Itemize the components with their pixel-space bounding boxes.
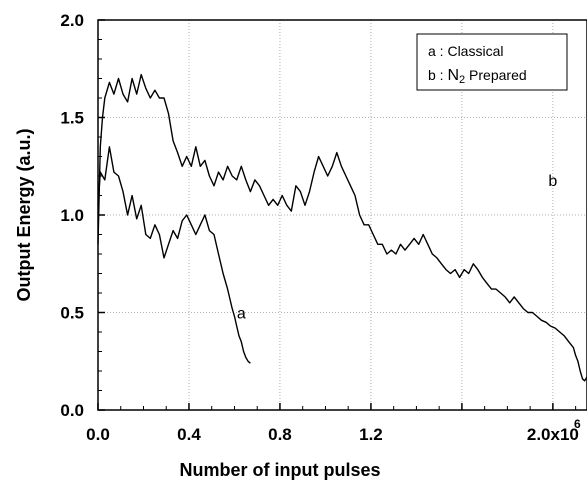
legend-b-main: N <box>447 67 459 84</box>
x-axis: 0.0 0.4 0.8 1.2 2.0x10 <box>86 403 579 444</box>
series-b-line <box>97 73 587 382</box>
legend-box <box>416 33 568 91</box>
legend: a : Classical b : N2 Prepared <box>416 33 568 91</box>
series-group <box>97 73 587 382</box>
legend-b-suffix: Prepared <box>465 67 526 83</box>
x-axis-label: Number of input pulses <box>179 460 380 480</box>
x-tick-label: 0.8 <box>268 425 292 444</box>
legend-b-sub: 2 <box>459 74 465 86</box>
x-axis-exponent: 6 <box>574 417 581 431</box>
series-annotation-a: a <box>237 305 246 322</box>
x-tick-label: 0.0 <box>86 425 110 444</box>
legend-item-a: a : Classical <box>428 43 503 59</box>
y-axis: 0.0 0.5 1.0 1.5 2.0 <box>60 11 105 420</box>
y-tick-label: 1.5 <box>60 109 84 128</box>
y-tick-label: 0.0 <box>60 401 84 420</box>
x-tick-label: 1.2 <box>359 425 383 444</box>
y-tick-label: 0.5 <box>60 304 84 323</box>
series-a-line <box>97 146 251 364</box>
grid <box>98 20 587 410</box>
y-tick-label: 2.0 <box>60 11 84 30</box>
series-annotation-b: b <box>548 173 557 190</box>
y-axis-label: Output Energy (a.u.) <box>14 128 34 301</box>
x-tick-label: 2.0x10 <box>527 425 579 444</box>
legend-b-prefix: b : <box>428 67 447 83</box>
annotations: ab <box>237 173 558 323</box>
y-tick-label: 1.0 <box>60 206 84 225</box>
x-tick-label: 0.4 <box>177 425 201 444</box>
legend-item-b: b : N2 Prepared <box>428 67 527 86</box>
